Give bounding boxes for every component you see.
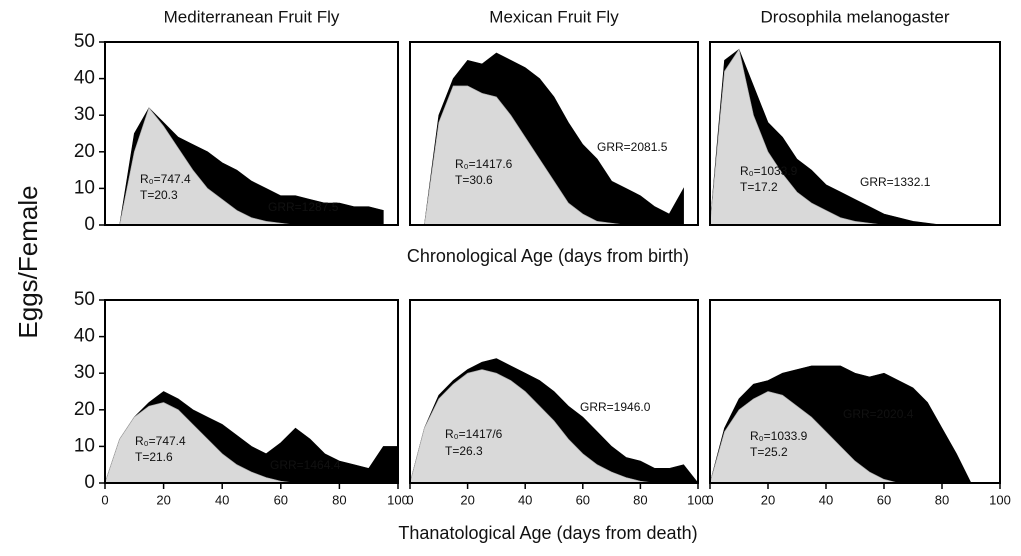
y-tick-label: 50	[74, 289, 95, 310]
x-tick-label: 60	[274, 492, 288, 507]
x-tick-label: 60	[576, 492, 590, 507]
annotation: GRR=2081.5	[597, 140, 668, 154]
annotation: GRR=2020.4	[843, 407, 914, 421]
panel-title: Mediterranean Fruit Fly	[164, 7, 340, 26]
x-tick-label: 80	[633, 492, 647, 507]
annotation: GRR=1946.0	[580, 400, 651, 414]
y-tick-label: 40	[74, 68, 95, 89]
y-axis-label: Eggs/Female	[13, 185, 43, 338]
y-tick-label: 30	[74, 104, 95, 125]
panel-frame	[409, 41, 699, 226]
x-tick-label: 100	[387, 492, 409, 507]
x-tick-label: 40	[819, 492, 833, 507]
y-tick-label: 10	[74, 435, 95, 456]
annotation: GRR=1332.1	[860, 175, 931, 189]
panel-frame	[709, 41, 1001, 226]
panel-frame	[709, 299, 1001, 484]
x-tick-label: 100	[687, 492, 709, 507]
panel-title: Mexican Fruit Fly	[489, 7, 619, 26]
x-tick-label: 20	[156, 492, 170, 507]
y-tick-label: 0	[84, 214, 95, 235]
panel-frame	[409, 299, 699, 484]
x-tick-label: 40	[518, 492, 532, 507]
annotation: T=17.2	[740, 180, 778, 194]
x-tick-label: 80	[332, 492, 346, 507]
x-tick-label: 0	[706, 492, 713, 507]
annotation: GRR=1464.4	[270, 458, 341, 472]
annotation: R₀=1033.9	[750, 429, 808, 443]
x-axis-label: Chronological Age (days from birth)	[407, 246, 689, 266]
annotation: R₀=1417.6	[455, 157, 513, 171]
y-tick-label: 50	[74, 31, 95, 52]
x-tick-label: 100	[989, 492, 1011, 507]
x-axis-label: Thanatological Age (days from death)	[398, 523, 697, 543]
x-tick-label: 20	[460, 492, 474, 507]
annotation: GRR=1287.5	[268, 200, 339, 214]
x-tick-label: 60	[877, 492, 891, 507]
panel-title: Drosophila melanogaster	[761, 7, 950, 26]
panel-frame	[104, 299, 399, 484]
y-tick-label: 20	[74, 141, 95, 162]
y-tick-label: 40	[74, 326, 95, 347]
panel-frame	[104, 41, 399, 226]
y-tick-label: 10	[74, 177, 95, 198]
x-tick-label: 0	[101, 492, 108, 507]
annotation: T=21.6	[135, 450, 173, 464]
annotation: T=30.6	[455, 173, 493, 187]
x-tick-label: 0	[406, 492, 413, 507]
y-tick-label: 20	[74, 399, 95, 420]
annotation: T=25.2	[750, 445, 788, 459]
annotation: R₀=1417/6	[445, 427, 503, 441]
annotation: T=20.3	[140, 188, 178, 202]
annotation: T=26.3	[445, 444, 483, 458]
x-tick-label: 80	[935, 492, 949, 507]
y-tick-label: 0	[84, 472, 95, 493]
x-tick-label: 20	[761, 492, 775, 507]
x-tick-label: 40	[215, 492, 229, 507]
annotation: R₀=747.4	[140, 172, 191, 186]
annotation: R₀=747.4	[135, 434, 186, 448]
y-tick-label: 30	[74, 362, 95, 383]
annotation: R₀=1033.9	[740, 164, 798, 178]
